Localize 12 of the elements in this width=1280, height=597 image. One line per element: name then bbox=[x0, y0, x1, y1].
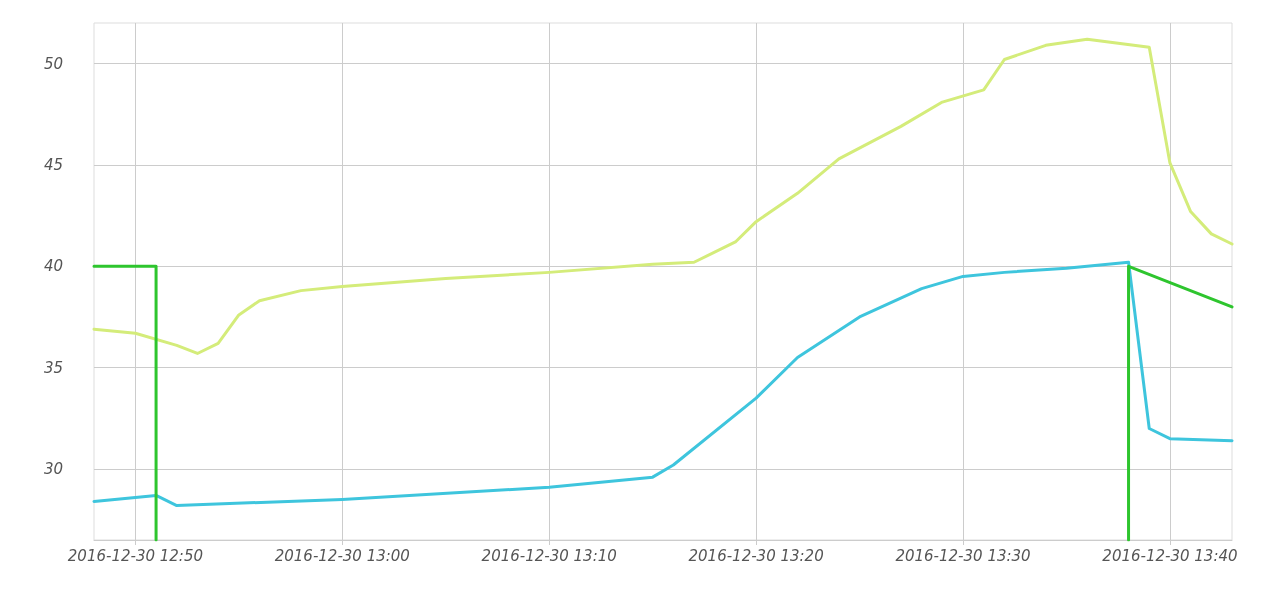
x-tick-label: 2016-12-30 13:30 bbox=[895, 546, 1031, 565]
x-tick-label: 2016-12-30 13:10 bbox=[481, 546, 617, 565]
x-tick-label: 2016-12-30 13:20 bbox=[688, 546, 824, 565]
y-tick-label: 40 bbox=[44, 257, 64, 276]
line-series bbox=[92, 37, 1234, 355]
y-tick-label: 30 bbox=[44, 460, 64, 479]
x-tick-label: 2016-12-30 12:50 bbox=[67, 546, 203, 565]
y-tick-label: 35 bbox=[44, 358, 64, 377]
x-tick-label: 2016-12-30 13:00 bbox=[274, 546, 410, 565]
x-tick-label: 2016-12-30 13:40 bbox=[1102, 546, 1238, 565]
y-tick-label: 50 bbox=[44, 54, 64, 73]
y-tick-label: 45 bbox=[44, 155, 64, 174]
